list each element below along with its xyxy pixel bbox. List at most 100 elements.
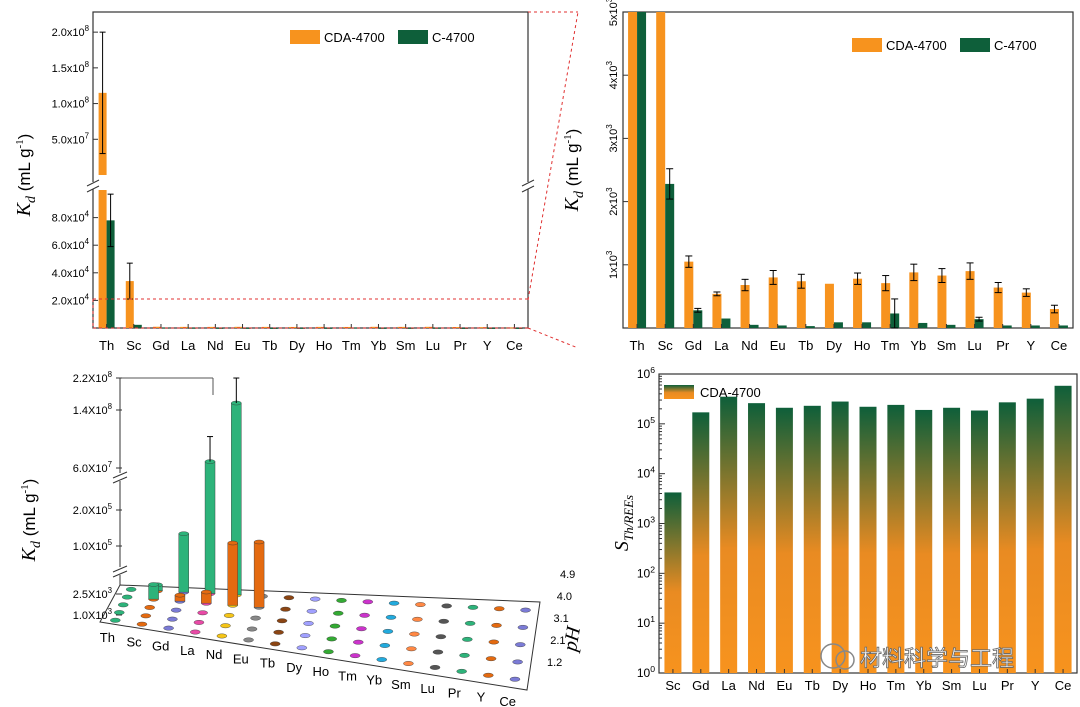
a-ytick-label: 1.5x108 [52,60,90,75]
c-marker [356,626,367,632]
a-bar-Sm-1 [405,327,414,329]
c-marker [167,616,178,622]
a-bar-Eu-1 [242,327,251,329]
d-bar-Eu [775,407,793,673]
c-axis-break-gap [113,567,127,575]
d-bar-Y [1026,398,1044,673]
d-bar-Gd [692,412,710,673]
b-bar-Tm-0 [881,283,891,328]
chart-d: 100 101 102 103 104 105 106 Sc Gd La Nd Eu Tb Dy Ho Tm Y… [611,365,1072,693]
d-ytick-label: 102 [637,564,655,580]
a-axis-break-gap [87,182,99,189]
d-xtick-label: Gd [692,678,709,693]
d-bar-Nd [748,403,766,673]
d-bar-Sc [664,492,682,673]
b-bar-La-1 [721,318,731,328]
b-bar-Sc-1 [665,183,675,328]
c-xtick-label: Tb [260,656,275,671]
d-xtick-label: Eu [776,678,792,693]
c-marker [403,661,414,666]
a-xtick-label: Ce [506,338,523,353]
d-legend-swatch [664,385,694,399]
c-marker [310,596,321,602]
c-xtick-label: Th [100,630,115,645]
d-bar-Pr [998,402,1016,673]
d-xtick-label: Pr [1001,678,1015,693]
b-xtick-label: Eu [770,338,786,353]
d-bar-Tb [803,405,821,673]
c-marker [362,599,373,605]
b-xtick-label: Gd [685,338,702,353]
c-marker [110,617,121,623]
b-bar-Eu-0 [768,277,778,328]
a-bar-Tm-0 [343,326,352,328]
c-xtick-label: Gd [152,639,169,654]
legend-label-c-4700: C-4700 [432,30,475,45]
a-bar-Eu-0 [234,326,243,328]
c-bar-La-4.9 [204,461,216,594]
c-axis-break-mark [112,570,128,578]
c-marker [467,604,479,610]
legend-label-cda-4700: CDA-4700 [886,38,947,53]
a-xtick-label: Sm [396,338,416,353]
b-xtick-label: Sc [658,338,674,353]
b-bar-Sm-0 [937,275,947,328]
a-xtick-label: Sc [126,338,142,353]
a-bar-Tm-1 [351,327,360,329]
c-ph-label: 2.1 [550,635,565,647]
c-ph-label: 3.1 [554,613,569,625]
c-marker [114,610,125,615]
b-bar-Ce-1 [1058,325,1068,328]
a-bar-Pr-0 [452,327,461,329]
d-bar-Ho [859,406,877,673]
a-xtick-label: Lu [426,338,440,353]
c-marker [415,602,426,607]
a-xtick-label: Dy [289,338,305,353]
b-bar-Nd-1 [749,324,759,328]
d-ytick-label: 101 [637,614,655,630]
c-xtick-label: Y [477,690,486,705]
d-xtick-label: Tm [886,678,905,693]
c-ytick-label: 2.2X108 [73,370,113,385]
c-bar-cap [178,531,189,536]
c-xtick-label: Ho [313,664,330,679]
b-bar-Y-1 [1030,325,1040,328]
a-bar-Pr-1 [460,327,469,329]
d-ytick-label: 103 [637,515,655,531]
c-marker [283,595,295,601]
c-ytick-label: 1.4X108 [73,402,113,417]
c-marker [517,624,529,630]
c-ytick-label: 1.0X105 [73,538,113,553]
c-marker [456,668,467,674]
b-ytick-label: 3x103 [605,124,620,153]
chart-c: 1.0X103 2.5X103 1.0X105 2.0X105 6.0X107 1.4X1… [18,370,585,707]
a-ytick-label: 4.0x104 [52,265,90,280]
a-ytick-label: 2.0x108 [52,24,90,39]
a-bar-Nd-0 [207,326,216,328]
d-xtick-label: Lu [972,678,986,693]
c-bar-cap [201,589,212,595]
a-bar-Yb-0 [370,326,379,328]
a-xtick-label: Nd [207,338,224,353]
c-marker [269,641,281,647]
a-bar-Th-1 [106,220,115,328]
a-axis-break-gap [522,182,534,189]
c-marker [412,616,423,622]
c-marker [197,610,208,616]
a-xtick-label: Tm [342,338,361,353]
c-marker [441,603,452,609]
c-marker [299,633,311,639]
c-marker [220,623,231,629]
c-xtick-label: Tm [338,668,357,683]
c-marker [329,623,341,629]
a-ytick-label: 6.0x104 [52,237,90,252]
d-xtick-label: Yb [916,678,932,693]
legend-label-c-4700: C-4700 [994,38,1037,53]
b-xtick-label: Dy [826,338,842,353]
a-bar-Sm-0 [397,326,406,328]
c-axis-break-mark [112,476,128,484]
c-marker [429,665,441,670]
a-bar-La-0 [180,326,189,328]
c-marker [163,625,174,631]
c-marker [385,614,397,620]
